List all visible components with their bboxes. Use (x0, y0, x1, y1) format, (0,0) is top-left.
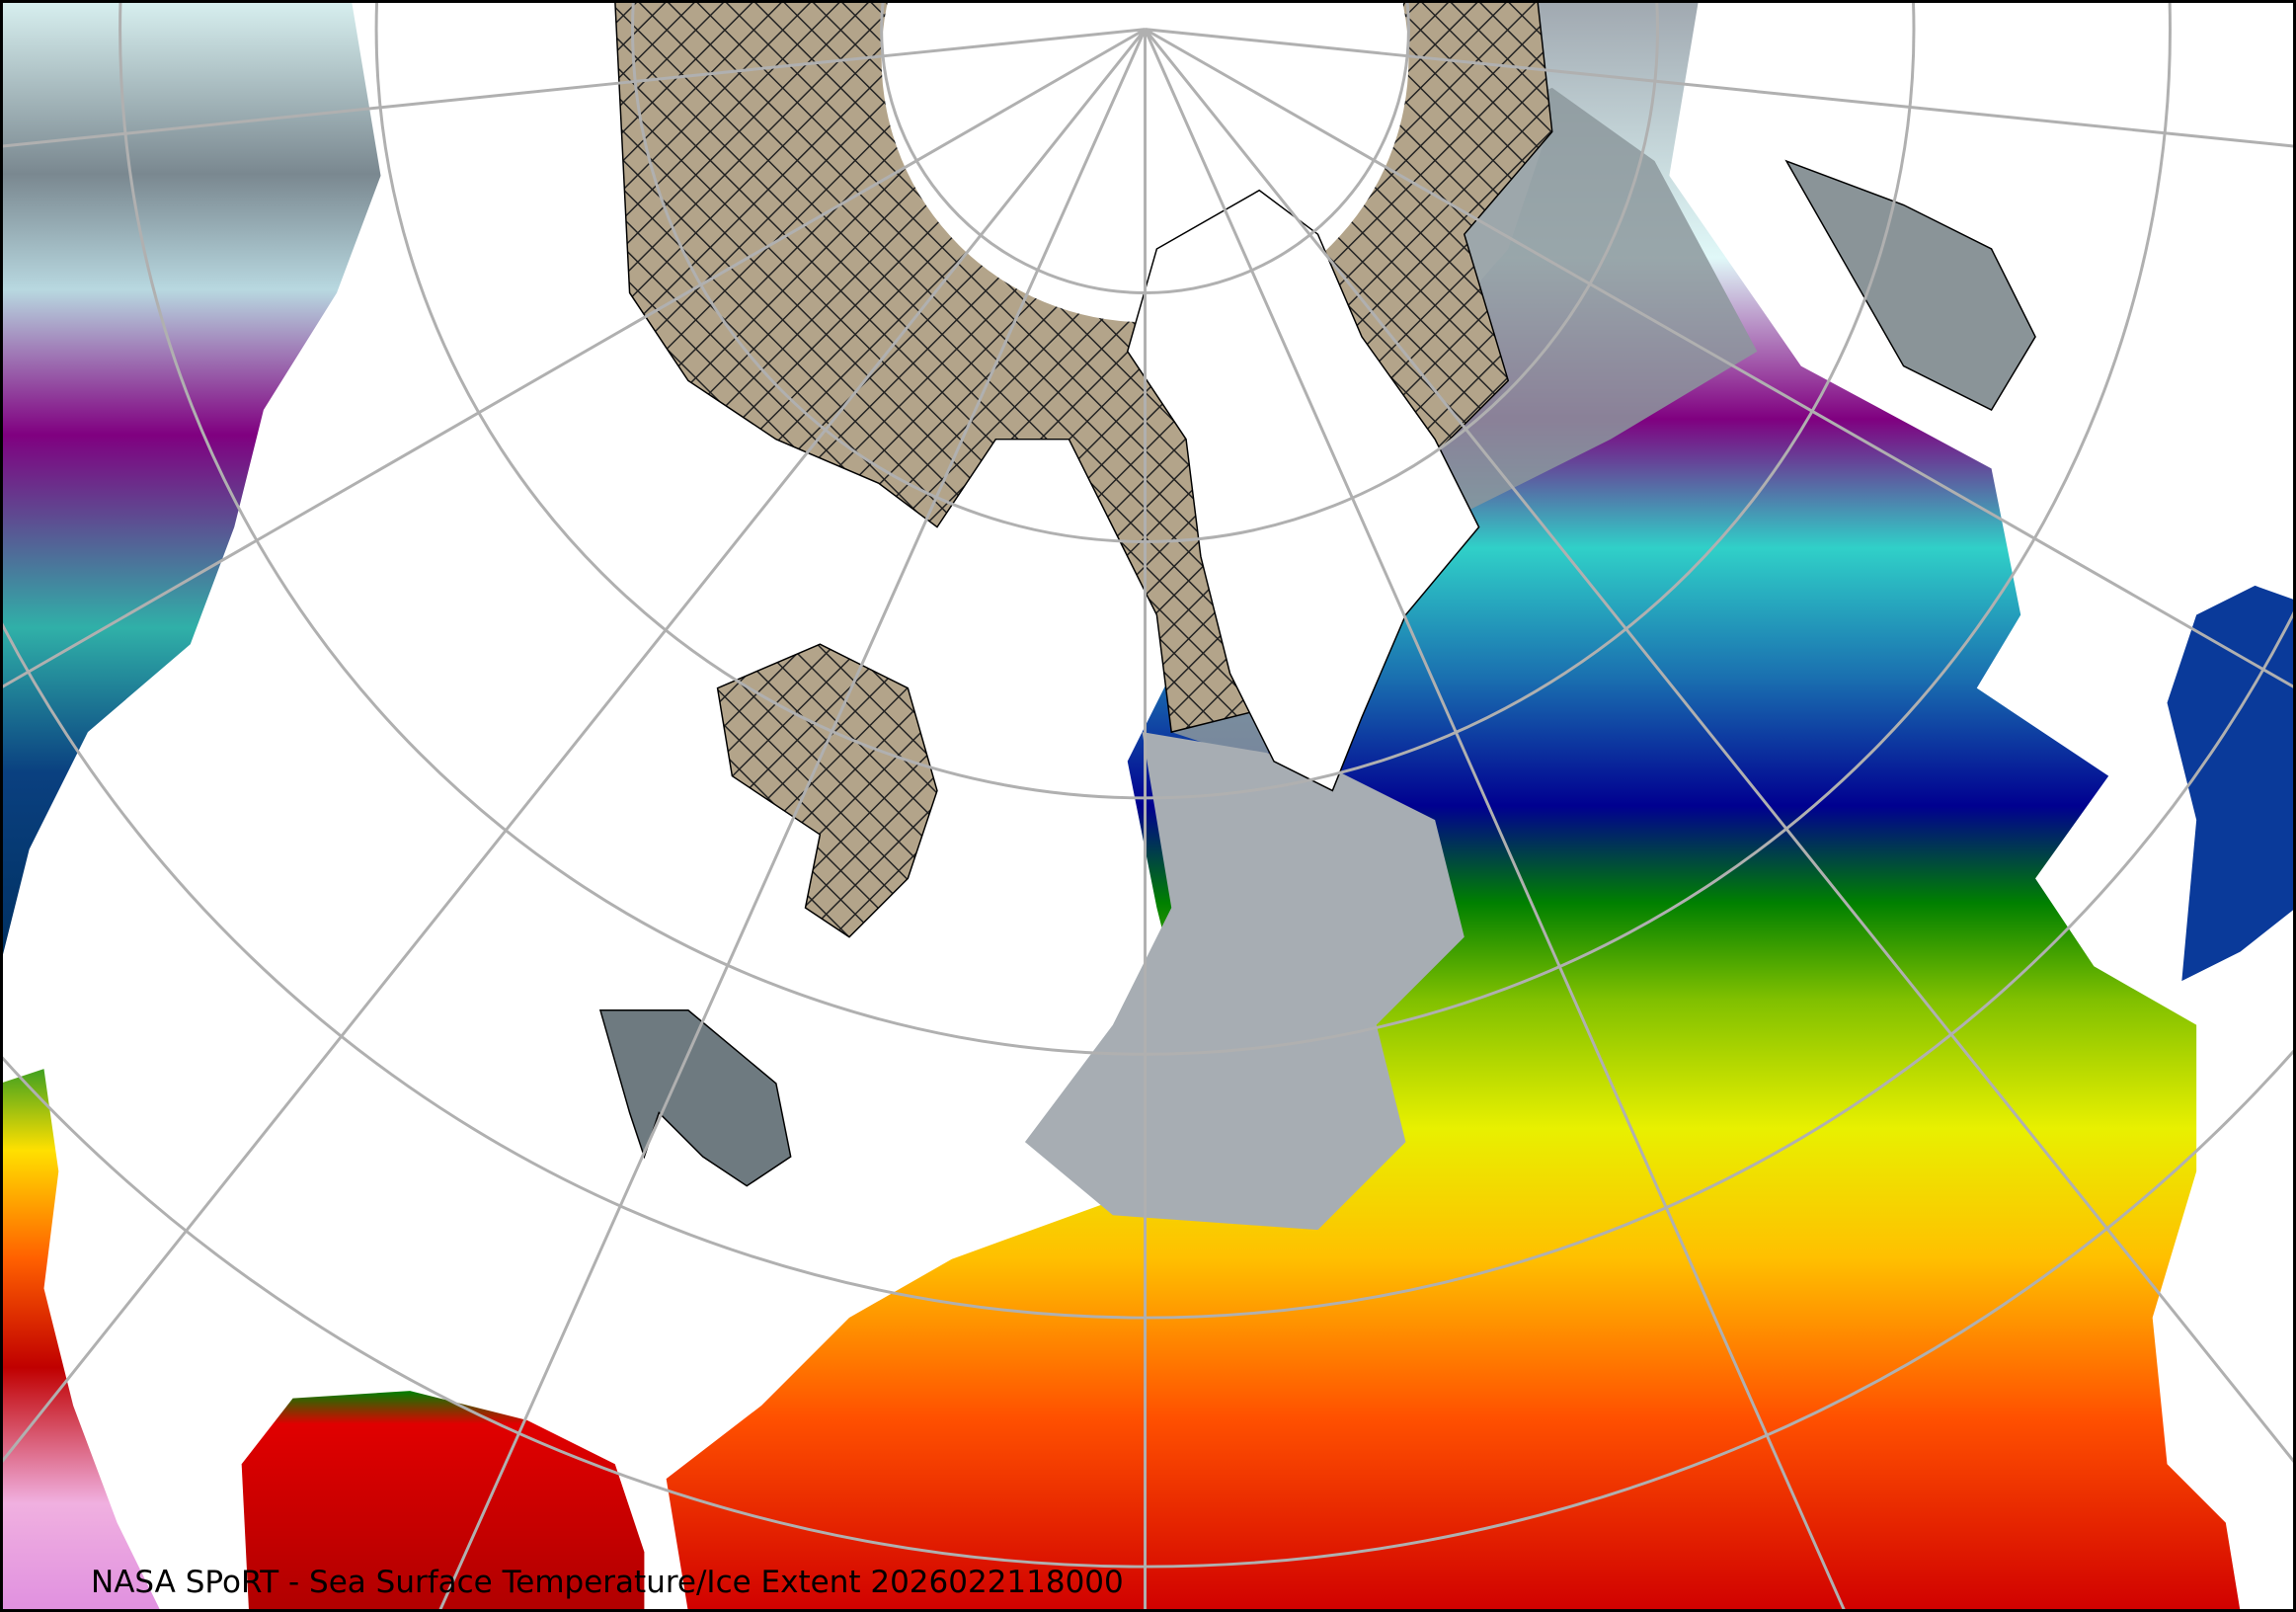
labrador-sea (1024, 732, 1465, 1231)
atlantic-ocean-sst (666, 0, 2241, 1612)
hudson-bay-ice (716, 643, 938, 938)
mediterranean-sst (2167, 585, 2296, 982)
eastern-pacific-sst (0, 1069, 162, 1612)
baltic-sea (1784, 159, 2036, 412)
pacific-ocean-sst (0, 0, 381, 967)
gulf-of-mexico-sst (241, 1391, 645, 1612)
map-caption: NASA SPoRT - Sea Surface Temperature/Ice… (91, 1565, 1124, 1600)
greenland-land (1126, 189, 1480, 792)
